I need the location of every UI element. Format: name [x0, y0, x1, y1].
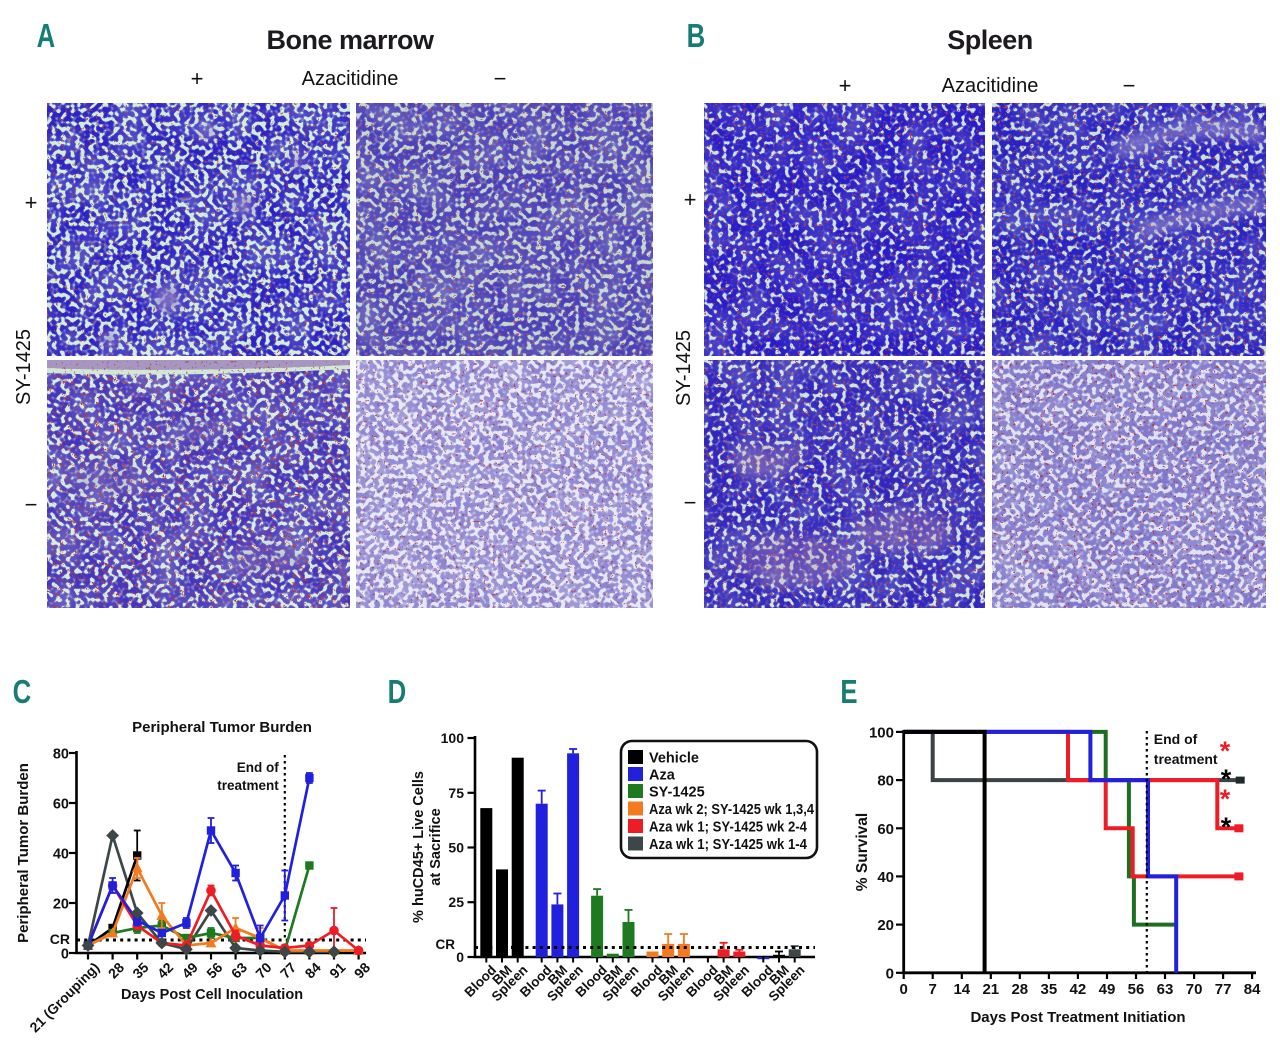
svg-text:0: 0 [456, 949, 464, 965]
svg-text:63: 63 [228, 959, 250, 981]
svg-text:0: 0 [886, 965, 894, 982]
svg-text:35: 35 [1041, 981, 1058, 998]
svg-text:49: 49 [1099, 981, 1116, 998]
svg-text:0: 0 [61, 947, 69, 963]
svg-text:42: 42 [1070, 981, 1087, 998]
svg-text:CR: CR [50, 931, 70, 947]
svg-text:21 (Grouping): 21 (Grouping) [26, 959, 102, 1035]
svg-text:End of: End of [237, 760, 279, 775]
svg-text:77: 77 [1215, 981, 1232, 998]
svg-text:Aza wk 1; SY-1425 wk 2-4: Aza wk 1; SY-1425 wk 2-4 [649, 820, 807, 836]
svg-text:80: 80 [877, 773, 894, 790]
svg-text:84: 84 [1244, 981, 1261, 998]
svg-text:% huCD45+ Live Cells: % huCD45+ Live Cells [411, 771, 427, 923]
svg-text:42: 42 [154, 959, 176, 981]
svg-text:84: 84 [302, 959, 324, 981]
svg-text:60: 60 [53, 797, 69, 813]
svg-text:20: 20 [53, 897, 69, 913]
svg-text:49: 49 [179, 959, 201, 981]
svg-text:*: * [1221, 812, 1232, 842]
svg-text:Peripheral Tumor Burden: Peripheral Tumor Burden [132, 719, 312, 736]
svg-text:35: 35 [129, 959, 151, 981]
svg-text:Days Post Treatment Initiation: Days Post Treatment Initiation [970, 1009, 1185, 1026]
svg-text:*: * [1220, 784, 1231, 814]
svg-text:77: 77 [277, 959, 299, 981]
svg-text:treatment: treatment [1154, 751, 1218, 767]
svg-text:Vehicle: Vehicle [649, 751, 699, 767]
svg-text:28: 28 [105, 959, 127, 981]
svg-text:40: 40 [877, 869, 894, 886]
svg-text:SY-1425: SY-1425 [649, 785, 705, 801]
svg-text:80: 80 [53, 747, 69, 763]
svg-text:*: * [1220, 736, 1231, 766]
svg-text:14: 14 [953, 981, 970, 998]
svg-text:70: 70 [252, 959, 274, 981]
svg-text:treatment: treatment [217, 778, 279, 793]
svg-text:CR: CR [436, 937, 456, 952]
svg-text:63: 63 [1157, 981, 1174, 998]
svg-text:% Survival: % Survival [854, 813, 871, 891]
svg-text:*: * [1221, 764, 1232, 794]
svg-text:70: 70 [1186, 981, 1203, 998]
svg-text:100: 100 [869, 724, 894, 741]
svg-text:Peripheral Tumor Burden: Peripheral Tumor Burden [15, 763, 32, 943]
svg-text:Aza wk 1; SY-1425 wk 1-4: Aza wk 1; SY-1425 wk 1-4 [649, 837, 807, 853]
svg-text:50: 50 [448, 840, 464, 856]
svg-text:28: 28 [1011, 981, 1028, 998]
svg-text:7: 7 [929, 981, 937, 998]
svg-text:Days Post Cell Inoculation: Days Post Cell Inoculation [121, 987, 303, 1003]
svg-text:at Sacrifice: at Sacrifice [428, 808, 444, 885]
svg-text:60: 60 [877, 821, 894, 838]
svg-text:21: 21 [982, 981, 999, 998]
svg-text:56: 56 [1128, 981, 1145, 998]
svg-text:End of: End of [1154, 731, 1198, 747]
svg-text:0: 0 [900, 981, 908, 998]
svg-text:Aza wk 2; SY-1425 wk 1,3,4: Aza wk 2; SY-1425 wk 1,3,4 [649, 802, 814, 818]
svg-text:91: 91 [326, 959, 348, 981]
svg-text:75: 75 [448, 785, 464, 801]
svg-text:56: 56 [203, 959, 225, 981]
svg-text:98: 98 [351, 959, 373, 981]
svg-text:100: 100 [441, 730, 465, 746]
svg-text:20: 20 [877, 917, 894, 934]
svg-text:Aza: Aza [649, 768, 676, 784]
svg-text:25: 25 [448, 894, 464, 910]
svg-text:40: 40 [53, 847, 69, 863]
